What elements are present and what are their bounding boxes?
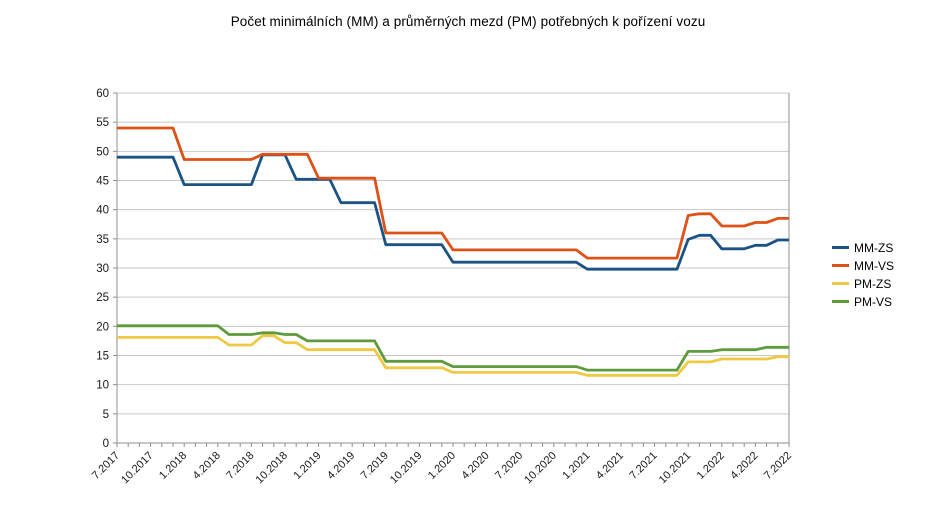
legend-item-MM-ZS: MM-ZS — [832, 240, 894, 255]
series-line-PM-ZS — [117, 334, 789, 377]
legend-swatch-PM-ZS — [832, 282, 849, 285]
y-tick-label: 15 — [96, 351, 109, 363]
y-tick-label: 40 — [96, 205, 109, 217]
x-tick-label: 4.2018 — [191, 450, 223, 482]
legend-label-MM-VS: MM-VS — [854, 258, 894, 273]
x-tick-label: 10.2021 — [657, 450, 694, 487]
x-tick-label: 10.2020 — [522, 450, 559, 487]
x-tick-label: 1.2020 — [426, 450, 458, 482]
y-tick-label: 50 — [96, 146, 109, 158]
y-tick-label: 10 — [96, 380, 109, 392]
x-tick-label: 4.2021 — [594, 450, 626, 482]
y-tick-label: 20 — [96, 321, 109, 333]
legend-label-MM-ZS: MM-ZS — [854, 240, 894, 255]
series-line-MM-VS — [117, 126, 789, 260]
x-tick-label: 10.2017 — [119, 450, 156, 487]
x-tick-label: 4.2022 — [728, 450, 760, 482]
y-tick-label: 60 — [96, 88, 109, 100]
y-tick-label: 25 — [96, 292, 109, 304]
y-tick-label: 5 — [103, 409, 109, 421]
series-line-MM-ZS — [117, 153, 789, 271]
x-tick-label: 10.2018 — [254, 450, 291, 487]
y-tick-label: 45 — [96, 176, 109, 188]
legend-label-PM-ZS: PM-ZS — [854, 276, 892, 291]
x-tick-label: 7.2022 — [762, 450, 794, 482]
chart-legend: MM-ZS MM-VS PM-ZS PM-VS — [832, 240, 894, 309]
x-tick-label: 1.2018 — [157, 450, 189, 482]
x-tick-label: 7.2020 — [493, 450, 525, 482]
legend-swatch-PM-VS — [832, 300, 849, 303]
x-tick-label: 1.2022 — [695, 450, 727, 482]
legend-item-PM-ZS: PM-ZS — [832, 276, 894, 291]
x-tick-label: 1.2019 — [291, 450, 323, 482]
x-tick-label: 4.2020 — [459, 450, 491, 482]
y-tick-label: 35 — [96, 234, 109, 246]
series-line-PM-VS — [117, 324, 789, 372]
x-tick-label: 10.2019 — [388, 450, 425, 487]
x-tick-label: 7.2021 — [627, 450, 659, 482]
y-tick-label: 55 — [96, 117, 109, 129]
legend-label-PM-VS: PM-VS — [854, 294, 893, 309]
x-tick-label: 7.2019 — [359, 450, 391, 482]
y-tick-label: 0 — [103, 438, 109, 450]
chart-title: Počet minimálních (MM) a průměrných mezd… — [230, 14, 706, 29]
legend-item-PM-VS: PM-VS — [832, 294, 894, 309]
legend-item-MM-VS: MM-VS — [832, 258, 894, 273]
x-tick-label: 7.2018 — [224, 450, 256, 482]
y-tick-label: 30 — [96, 263, 109, 275]
x-tick-label: 4.2019 — [325, 450, 357, 482]
legend-swatch-MM-VS — [832, 264, 849, 267]
x-tick-label: 7.2017 — [90, 450, 122, 482]
legend-swatch-MM-ZS — [832, 246, 849, 249]
x-tick-label: 1.2021 — [560, 450, 592, 482]
